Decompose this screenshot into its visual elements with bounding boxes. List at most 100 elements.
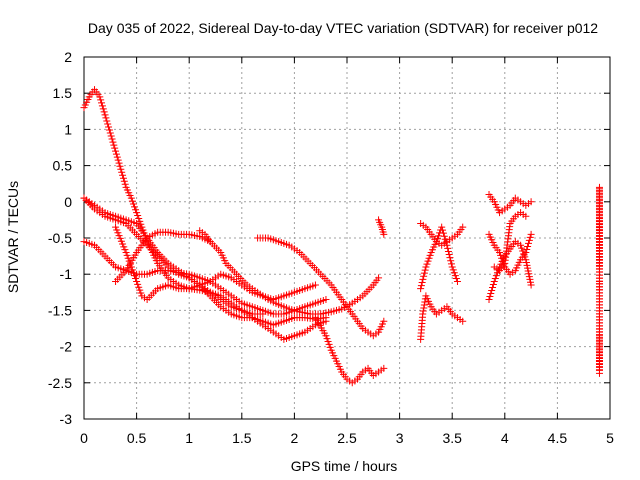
data-point <box>420 272 428 280</box>
data-point <box>438 223 446 231</box>
data-point <box>117 165 125 173</box>
data-point <box>488 286 496 294</box>
data-point <box>97 96 105 104</box>
series-track-m <box>417 223 461 293</box>
data-point <box>424 257 432 265</box>
data-point <box>487 290 495 298</box>
data-point <box>112 147 120 155</box>
data-point <box>101 111 109 119</box>
data-point <box>118 168 126 176</box>
series-track-d <box>80 238 330 318</box>
data-point <box>522 248 530 256</box>
data-point <box>129 269 137 277</box>
x-tick-label: 4 <box>501 430 509 446</box>
data-point <box>491 275 499 283</box>
series-track-q <box>490 209 530 275</box>
data-point <box>497 251 505 259</box>
data-point <box>324 338 332 346</box>
data-point <box>445 251 453 259</box>
data-point <box>100 108 108 116</box>
data-point <box>432 238 440 246</box>
data-point <box>419 307 427 315</box>
data-point <box>119 171 127 179</box>
data-point <box>486 293 494 301</box>
data-point <box>426 251 434 259</box>
data-point <box>518 244 526 252</box>
data-point <box>421 266 429 274</box>
x-tick-label: 3.5 <box>442 430 462 446</box>
data-point <box>322 317 330 325</box>
data-point <box>104 120 112 128</box>
data-point <box>444 244 452 252</box>
data-point <box>128 266 136 274</box>
data-point <box>133 209 141 217</box>
data-point <box>417 285 425 293</box>
data-point <box>459 317 467 325</box>
data-point <box>453 277 461 285</box>
series-track-e <box>112 223 319 304</box>
data-point <box>128 197 136 205</box>
x-tick-label: 3 <box>396 430 404 446</box>
data-point <box>122 248 130 256</box>
y-tick-label: -1.5 <box>48 302 72 318</box>
y-tick-label: -2.5 <box>48 375 72 391</box>
data-point <box>326 343 334 351</box>
y-tick-label: 0 <box>64 194 72 210</box>
data-point <box>116 162 124 170</box>
chart-title: Day 035 of 2022, Sidereal Day-to-day VTE… <box>88 20 598 36</box>
data-point <box>489 283 497 291</box>
data-point <box>422 263 430 271</box>
axis-ticks: 0 0.5 1 1.5 2 2.5 3 3.5 4 4.5 5 -3 -2.5 -2 -1.5 -1 -0.5 0… <box>48 49 614 446</box>
data-point <box>419 310 427 318</box>
series-track-p <box>485 230 535 278</box>
data-point <box>111 144 119 152</box>
data-point <box>114 156 122 164</box>
data-point <box>206 238 214 246</box>
x-tick-label: 1.5 <box>232 430 252 446</box>
x-axis-label: GPS time / hours <box>291 458 398 474</box>
series-track-f <box>112 228 383 318</box>
data-point <box>136 286 144 294</box>
data-point <box>519 247 527 255</box>
x-tick-label: 2 <box>291 430 299 446</box>
y-tick-label: 1.5 <box>53 85 73 101</box>
data-point <box>137 289 145 297</box>
data-point <box>448 263 456 271</box>
data-point <box>447 257 455 265</box>
data-point <box>524 239 532 247</box>
data-point <box>134 212 142 220</box>
data-point <box>440 232 448 240</box>
series-track-r <box>595 183 603 377</box>
data-point <box>418 278 426 286</box>
data-point <box>375 274 383 282</box>
data-point <box>380 317 388 325</box>
data-points <box>80 86 603 387</box>
data-point <box>439 226 447 234</box>
data-point <box>129 200 137 208</box>
data-point <box>105 123 113 131</box>
data-point <box>526 233 534 241</box>
data-point <box>489 280 497 288</box>
series-track-k <box>417 292 467 343</box>
data-point <box>447 260 455 268</box>
data-point <box>420 301 428 309</box>
data-point <box>500 260 508 268</box>
data-point <box>113 153 121 161</box>
data-point <box>524 242 532 250</box>
y-tick-label: -0.5 <box>48 230 72 246</box>
data-point <box>433 235 441 243</box>
data-point <box>423 260 431 268</box>
data-point <box>525 236 533 244</box>
y-tick-label: -1 <box>60 266 73 282</box>
data-point <box>120 177 128 185</box>
data-point <box>124 254 132 262</box>
data-point <box>121 180 129 188</box>
x-tick-label: 4.5 <box>548 430 568 446</box>
data-point <box>441 235 449 243</box>
data-point <box>132 275 140 283</box>
data-point <box>420 304 428 312</box>
grid-lines <box>84 57 610 419</box>
data-point <box>450 269 458 277</box>
data-point <box>127 194 135 202</box>
